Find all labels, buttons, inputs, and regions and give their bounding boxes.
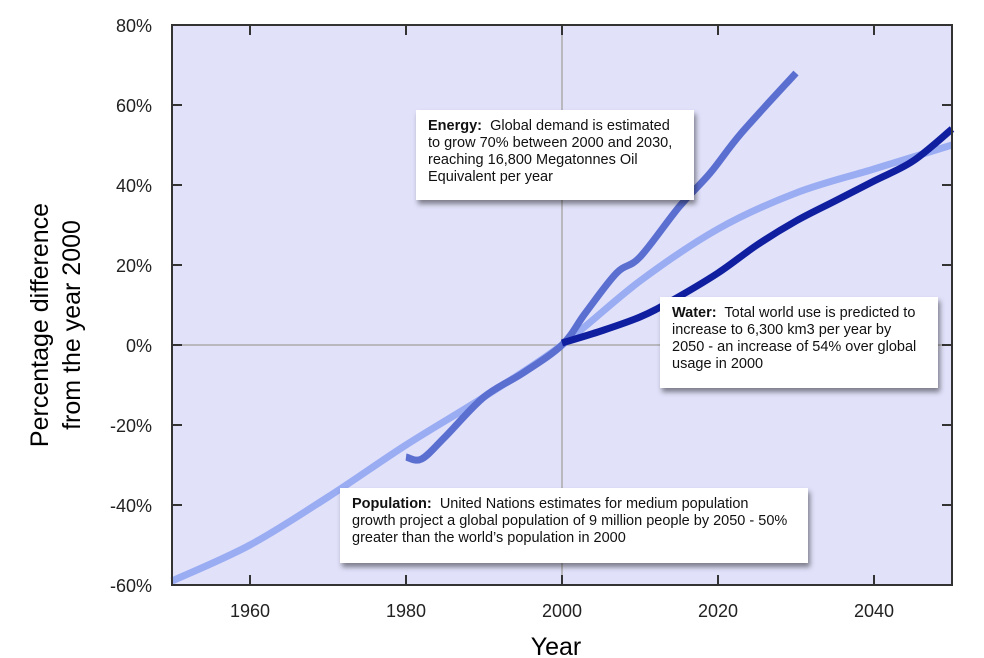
x-axis-title: Year: [531, 633, 582, 658]
population-annotation-title: Population:: [352, 496, 432, 512]
population-annotation-text: United Nations estimates for medium popu…: [352, 496, 788, 546]
energy-series-line: [405, 70, 799, 464]
population-annotation: Population: United Nations estimates for…: [340, 488, 808, 563]
x-tick-label: 1960: [230, 601, 270, 621]
water-series-line: [560, 126, 955, 347]
x-tick-label: 2040: [854, 601, 894, 621]
y-tick-label: -40%: [110, 496, 152, 516]
y-tick-label: 60%: [116, 96, 152, 116]
energy-annotation-title: Energy:: [428, 118, 482, 134]
y-axis-title-line-2: from the year 2000: [58, 220, 86, 430]
water-annotation-title: Water:: [672, 305, 717, 321]
energy-annotation: Energy: Global demand is estimated to gr…: [416, 110, 694, 200]
water-annotation: Water: Total world use is predicted to i…: [660, 297, 938, 388]
plot-frame: [171, 24, 953, 586]
y-tick-label: -60%: [110, 576, 152, 596]
energy-annotation-text: Global demand is estimated to grow 70% b…: [428, 118, 673, 185]
y-axis-title-line-1: Percentage difference: [26, 203, 54, 447]
y-tick-label: 80%: [116, 16, 152, 36]
y-tick-label: 40%: [116, 176, 152, 196]
y-tick-label: 20%: [116, 256, 152, 276]
y-tick-label: -20%: [110, 416, 152, 436]
water-annotation-text: Total world use is predicted to increase…: [672, 305, 917, 372]
x-tick-label: 2020: [698, 601, 738, 621]
x-tick-label: 1980: [386, 601, 426, 621]
y-tick-label: 0%: [126, 336, 152, 356]
x-tick-label: 2000: [542, 601, 582, 621]
